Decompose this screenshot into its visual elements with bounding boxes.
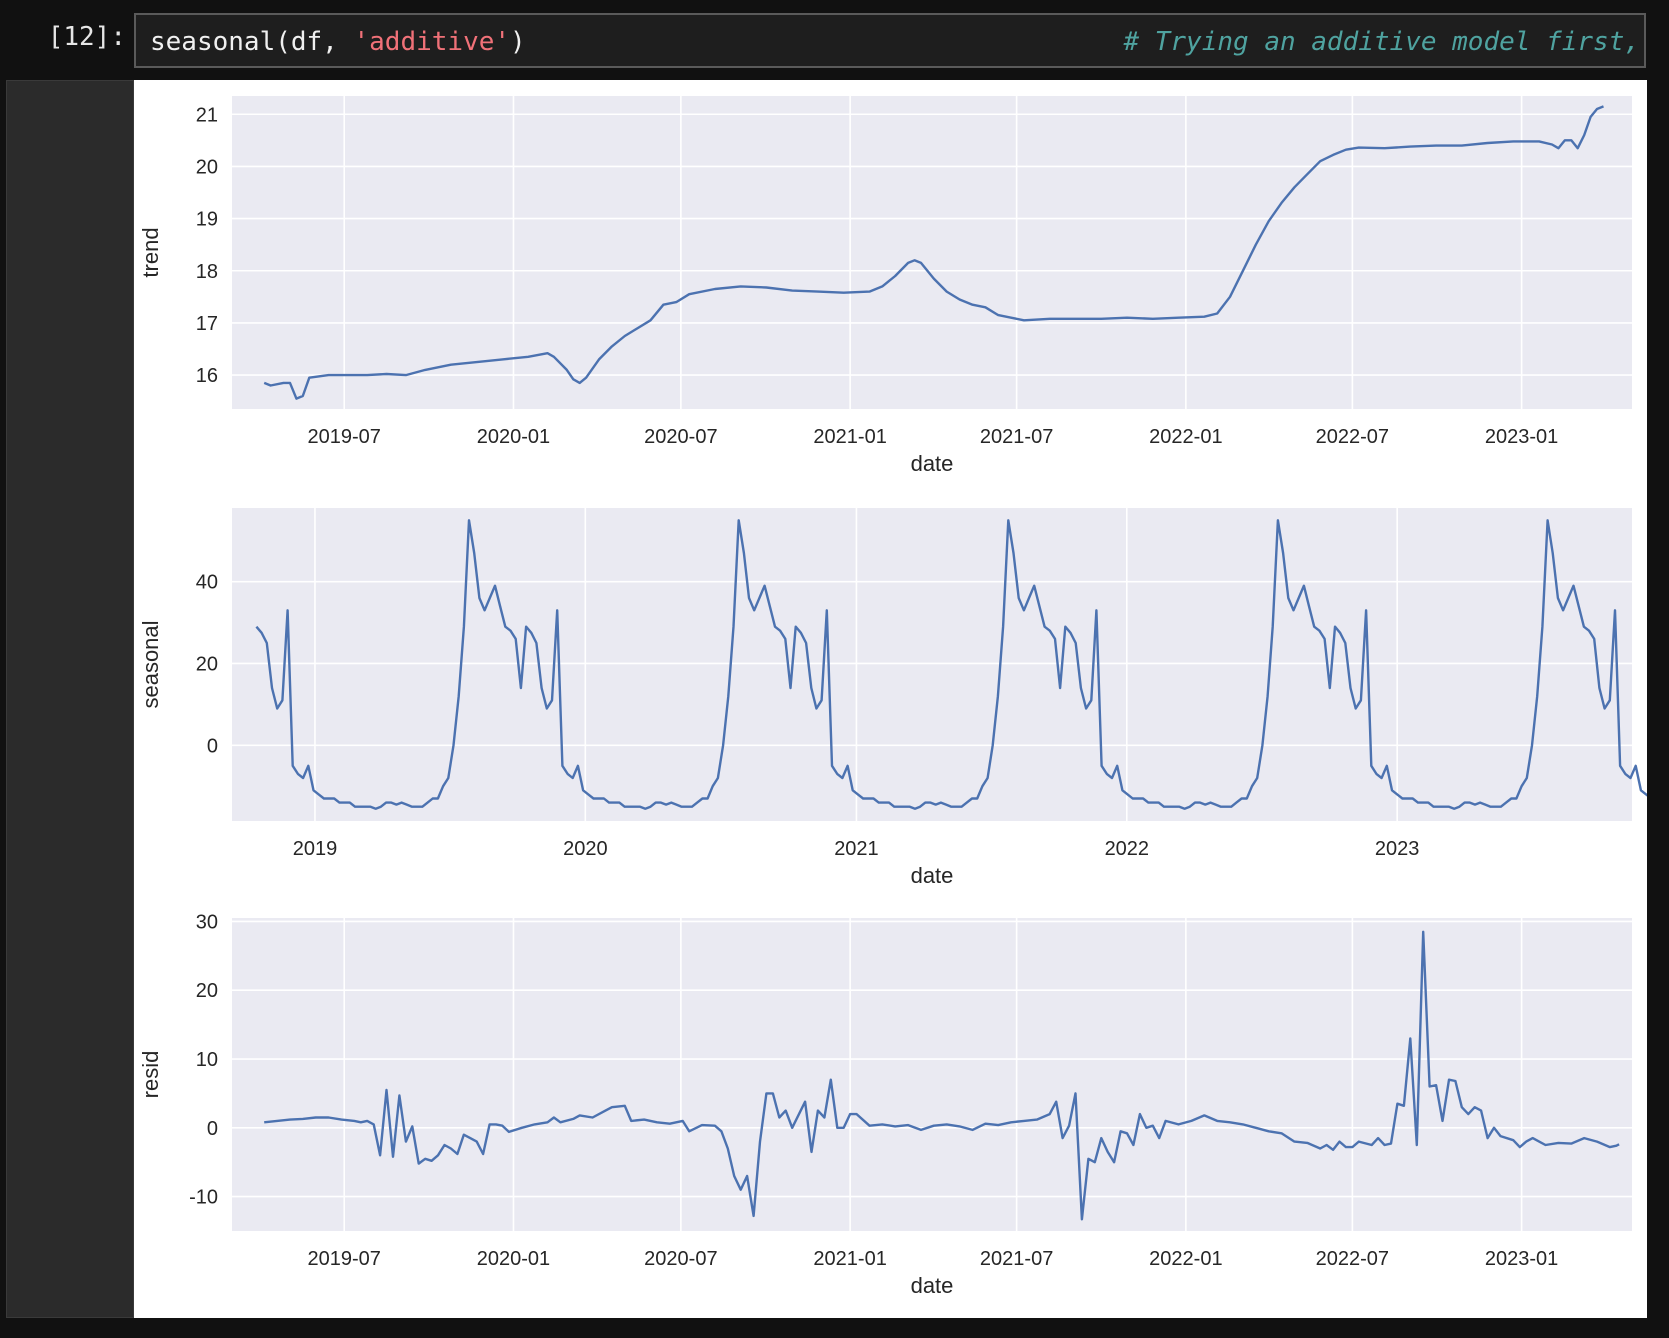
output-gutter[interactable] <box>6 80 134 1318</box>
y-tick-label: 10 <box>196 1049 218 1071</box>
x-tick-label: 2019-07 <box>308 1248 381 1270</box>
x-axis-label: date <box>911 1273 954 1298</box>
trend-chart: 16 17 18 19 20 21 2019-07 2020-01 2020-07 2021-01… <box>138 96 1632 476</box>
x-tick-label: 2022-01 <box>1149 426 1222 448</box>
x-tick-label: 2020-01 <box>477 1248 550 1270</box>
seasonal-chart: 0 20 40 2019 2020 2021 2022 2023 date seasonal <box>138 508 1647 888</box>
x-tick-label: 2019-07 <box>308 426 381 448</box>
y-tick-label: 30 <box>196 911 218 933</box>
y-axis-label: trend <box>138 227 163 277</box>
resid-chart: -10 0 10 20 30 2019-07 2020-01 2020-07 2021-01 20… <box>138 911 1632 1298</box>
y-tick-label: 21 <box>196 104 218 126</box>
y-tick-label: 20 <box>196 980 218 1002</box>
series-line <box>264 930 1620 1221</box>
x-tick-label: 2020-01 <box>477 426 550 448</box>
x-tick-label: 2021-07 <box>980 1248 1053 1270</box>
x-tick-label: 2023 <box>1375 838 1420 860</box>
x-tick-label: 2020-07 <box>644 1248 717 1270</box>
series-line <box>263 105 1604 400</box>
x-tick-label: 2020-07 <box>644 426 717 448</box>
x-tick-label: 2023-01 <box>1485 426 1558 448</box>
x-tick-label: 2022-01 <box>1149 1248 1222 1270</box>
code-suffix: ) <box>510 27 526 57</box>
x-tick-label: 2021 <box>834 838 879 860</box>
y-tick-label: 20 <box>196 653 218 675</box>
code-input[interactable]: seasonal(df, 'additive') # Trying an add… <box>134 13 1646 68</box>
x-tick-label: 2021-01 <box>813 1248 886 1270</box>
y-tick-label: 19 <box>196 209 218 231</box>
plot-area <box>232 96 1632 409</box>
y-tick-label: 17 <box>196 313 218 335</box>
code-string-token: 'additive' <box>353 27 511 57</box>
x-axis-label: date <box>911 863 954 888</box>
y-axis-label: resid <box>138 1051 163 1099</box>
y-tick-label: 20 <box>196 156 218 178</box>
code-prefix: seasonal(df, <box>150 27 354 57</box>
y-tick-label: 0 <box>207 735 218 757</box>
y-tick-label: 18 <box>196 261 218 283</box>
cell-output: 16 17 18 19 20 21 2019-07 2020-01 2020-07 2021-01… <box>134 80 1647 1318</box>
y-tick-label: 40 <box>196 572 218 594</box>
x-tick-label: 2021-07 <box>980 426 1053 448</box>
x-tick-label: 2021-01 <box>813 426 886 448</box>
y-tick-label: 0 <box>207 1118 218 1140</box>
x-tick-label: 2022-07 <box>1316 1248 1389 1270</box>
y-axis-label: seasonal <box>138 620 163 708</box>
x-tick-label: 2023-01 <box>1485 1248 1558 1270</box>
code-comment: # Trying an additive model first, <box>1123 27 1640 57</box>
plot-area <box>232 918 1632 1231</box>
y-tick-label: 16 <box>196 365 218 387</box>
code-line: seasonal(df, 'additive') <box>150 27 526 57</box>
x-axis-label: date <box>911 451 954 476</box>
x-tick-label: 2022-07 <box>1316 426 1389 448</box>
x-tick-label: 2020 <box>563 838 608 860</box>
x-tick-label: 2022 <box>1105 838 1150 860</box>
cell-prompt: [12]: <box>47 22 126 52</box>
y-tick-label: -10 <box>189 1187 218 1209</box>
series-line <box>255 519 1647 810</box>
plot-area <box>232 508 1632 821</box>
x-tick-label: 2019 <box>293 838 338 860</box>
